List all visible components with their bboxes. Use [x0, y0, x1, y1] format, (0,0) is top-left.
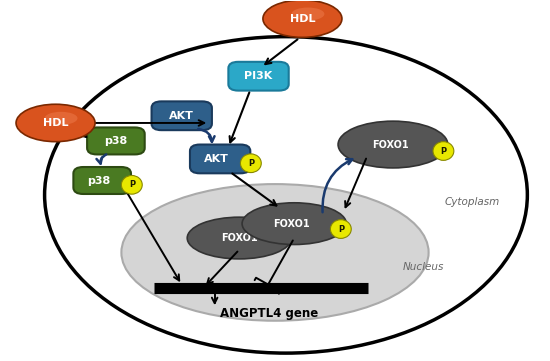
Text: p38: p38 [104, 136, 128, 146]
Text: AKT: AKT [205, 154, 229, 164]
Text: P: P [441, 147, 447, 156]
Text: HDL: HDL [43, 118, 68, 128]
Ellipse shape [433, 142, 454, 160]
Ellipse shape [331, 220, 351, 238]
Ellipse shape [292, 8, 324, 21]
FancyBboxPatch shape [190, 144, 250, 173]
Text: FOXO1: FOXO1 [273, 219, 310, 229]
Text: p38: p38 [87, 175, 111, 186]
Ellipse shape [338, 121, 448, 168]
Ellipse shape [242, 203, 346, 244]
Ellipse shape [122, 184, 428, 321]
Ellipse shape [240, 154, 261, 173]
FancyBboxPatch shape [228, 62, 289, 91]
Text: FOXO1: FOXO1 [221, 233, 257, 243]
Text: ANGPTL4 gene: ANGPTL4 gene [221, 307, 318, 320]
Ellipse shape [45, 37, 527, 353]
Ellipse shape [263, 0, 342, 38]
Ellipse shape [187, 217, 292, 259]
Text: Cytoplasm: Cytoplasm [445, 197, 500, 207]
Text: HDL: HDL [290, 14, 315, 24]
Ellipse shape [16, 104, 95, 142]
Text: PI3K: PI3K [244, 71, 273, 81]
Text: FOXO1: FOXO1 [372, 140, 409, 149]
Ellipse shape [122, 175, 142, 194]
Text: P: P [338, 225, 344, 234]
Text: P: P [129, 180, 135, 189]
Text: Nucleus: Nucleus [403, 262, 444, 272]
Ellipse shape [45, 112, 78, 125]
Text: AKT: AKT [169, 111, 194, 121]
FancyBboxPatch shape [87, 127, 145, 155]
FancyBboxPatch shape [73, 167, 131, 194]
Text: P: P [248, 159, 254, 168]
FancyBboxPatch shape [152, 101, 212, 130]
